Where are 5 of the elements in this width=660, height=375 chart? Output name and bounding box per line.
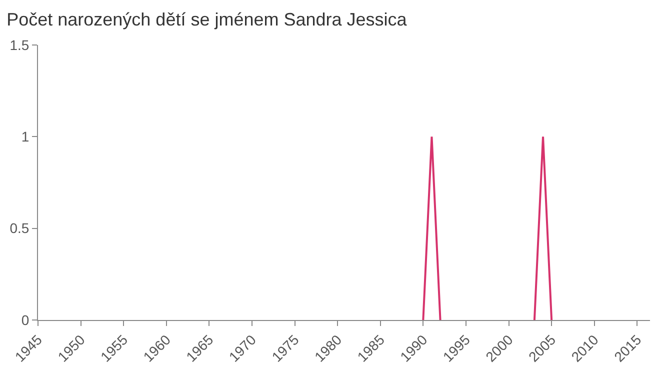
y-tick-label: 0 [21, 312, 30, 328]
y-tick-label: 1.5 [10, 36, 30, 53]
y-tick-label: 1 [21, 128, 30, 145]
chart-title: Počet narozených dětí se jménem Sandra Jessica [6, 10, 408, 30]
y-tick-label: 0.5 [10, 220, 30, 236]
